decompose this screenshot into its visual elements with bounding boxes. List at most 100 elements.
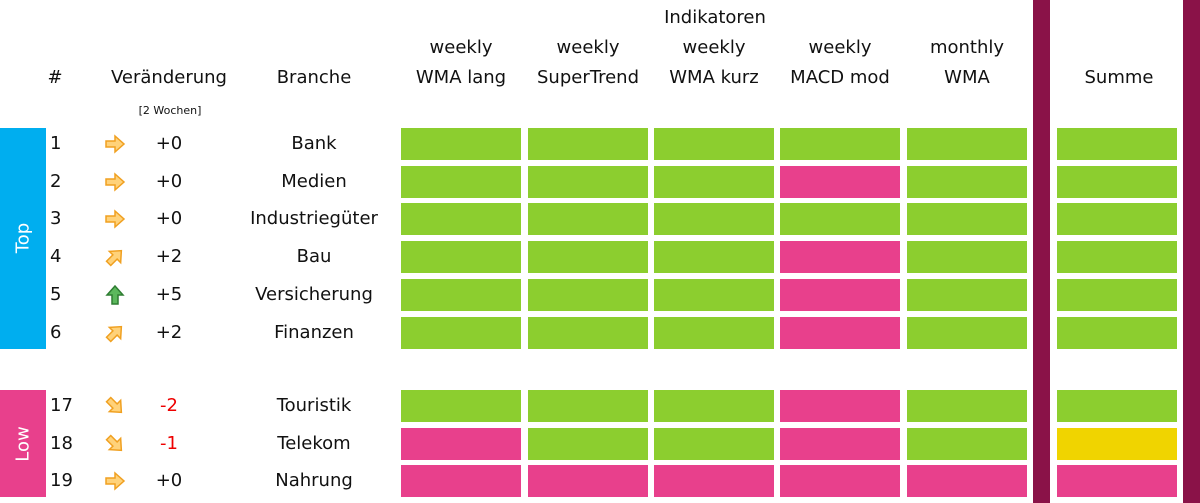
signal-cell [780, 203, 900, 236]
signal-cell [528, 203, 648, 236]
branch: Industriegüter [250, 208, 378, 230]
header-branch: Branche [276, 67, 352, 88]
header-indicator: weekly [429, 37, 493, 58]
trend-arrow [105, 325, 123, 343]
trend-arrow [105, 434, 123, 451]
signal-cell [401, 465, 521, 498]
header-indicator: weekly [808, 37, 872, 58]
signal-cell [907, 203, 1027, 236]
change: -1 [160, 432, 178, 454]
rank: 1 [50, 133, 62, 154]
sum-cell [1057, 316, 1177, 349]
signal-cell [654, 278, 774, 311]
change: +0 [155, 133, 183, 154]
signal-cell [528, 278, 648, 311]
trend-arrow [105, 209, 126, 230]
signal-cell [401, 128, 521, 160]
signal-cell [780, 241, 900, 274]
branch: Finanzen [274, 321, 354, 343]
change: +2 [155, 246, 183, 268]
signal-cell [654, 427, 774, 460]
divider [1183, 0, 1200, 503]
signal-cell [654, 390, 774, 422]
signal-cell [528, 427, 648, 460]
header-change: Veränderung [111, 67, 227, 88]
change: +5 [155, 283, 183, 305]
signal-cell [907, 278, 1027, 311]
signal-cell [907, 165, 1027, 198]
signal-cell [780, 390, 900, 422]
header-indicator: weekly [682, 37, 746, 58]
signal-cell [907, 390, 1027, 422]
header-indicator: WMA [944, 67, 990, 88]
sum-cell [1057, 128, 1177, 160]
trend-arrow [105, 396, 123, 414]
sum-cell [1057, 465, 1177, 498]
sum-cell [1057, 203, 1177, 236]
signal-cell [401, 427, 521, 460]
signal-cell [401, 165, 521, 198]
signal-cell [401, 316, 521, 349]
signal-cell [780, 128, 900, 160]
group-label-text: Top [12, 223, 34, 254]
rank: 17 [50, 395, 73, 416]
branch: Telekom [277, 432, 351, 454]
header-indicator: MACD mod [790, 67, 890, 88]
branch: Nahrung [275, 470, 353, 492]
header-indicator: weekly [556, 37, 620, 58]
sum-cell [1057, 165, 1177, 198]
signal-cell [528, 128, 648, 160]
signal-cell [780, 465, 900, 498]
header-indicator: monthly [929, 37, 1005, 58]
signal-cell [907, 241, 1027, 274]
signal-cell [780, 427, 900, 460]
signal-cell [528, 165, 648, 198]
header-rank: # [47, 67, 63, 88]
signal-cell [780, 316, 900, 349]
rank: 6 [50, 321, 62, 343]
divider [1033, 0, 1050, 503]
branch: Bank [291, 133, 337, 154]
signal-cell [401, 390, 521, 422]
signal-cell [528, 390, 648, 422]
sum-cell [1057, 278, 1177, 311]
change: +2 [155, 321, 183, 343]
rank: 19 [50, 470, 73, 492]
rank: 18 [50, 432, 73, 454]
group-label: Low [0, 390, 46, 498]
change: -2 [160, 395, 178, 416]
group-label-text: Low [12, 425, 34, 462]
header-indicator: WMA kurz [669, 67, 759, 88]
header-title: Indikatoren [664, 7, 766, 28]
signal-cell [528, 241, 648, 274]
rank: 3 [50, 208, 62, 230]
trend-arrow [105, 134, 126, 154]
signal-cell [528, 316, 648, 349]
group-label: Top [0, 128, 46, 349]
header-indicator: WMA lang [415, 67, 507, 88]
trend-arrow [105, 471, 126, 492]
trend-arrow [105, 249, 123, 267]
trend-arrow [105, 172, 126, 192]
signal-cell [780, 165, 900, 198]
header-sum: Summe [1084, 67, 1154, 88]
sum-cell [1057, 241, 1177, 274]
rank: 5 [50, 283, 62, 305]
signal-cell [401, 203, 521, 236]
sum-cell [1057, 390, 1177, 422]
signal-cell [654, 316, 774, 349]
signal-cell [654, 241, 774, 274]
signal-cell [907, 427, 1027, 460]
change: +0 [155, 170, 183, 192]
signal-cell [907, 316, 1027, 349]
signal-cell [401, 241, 521, 274]
signal-cell [528, 465, 648, 498]
header-indicator: SuperTrend [537, 67, 639, 88]
rank: 4 [50, 246, 62, 268]
branch: Versicherung [255, 283, 373, 305]
signal-cell [654, 128, 774, 160]
signal-cell [654, 465, 774, 498]
signal-cell [780, 278, 900, 311]
